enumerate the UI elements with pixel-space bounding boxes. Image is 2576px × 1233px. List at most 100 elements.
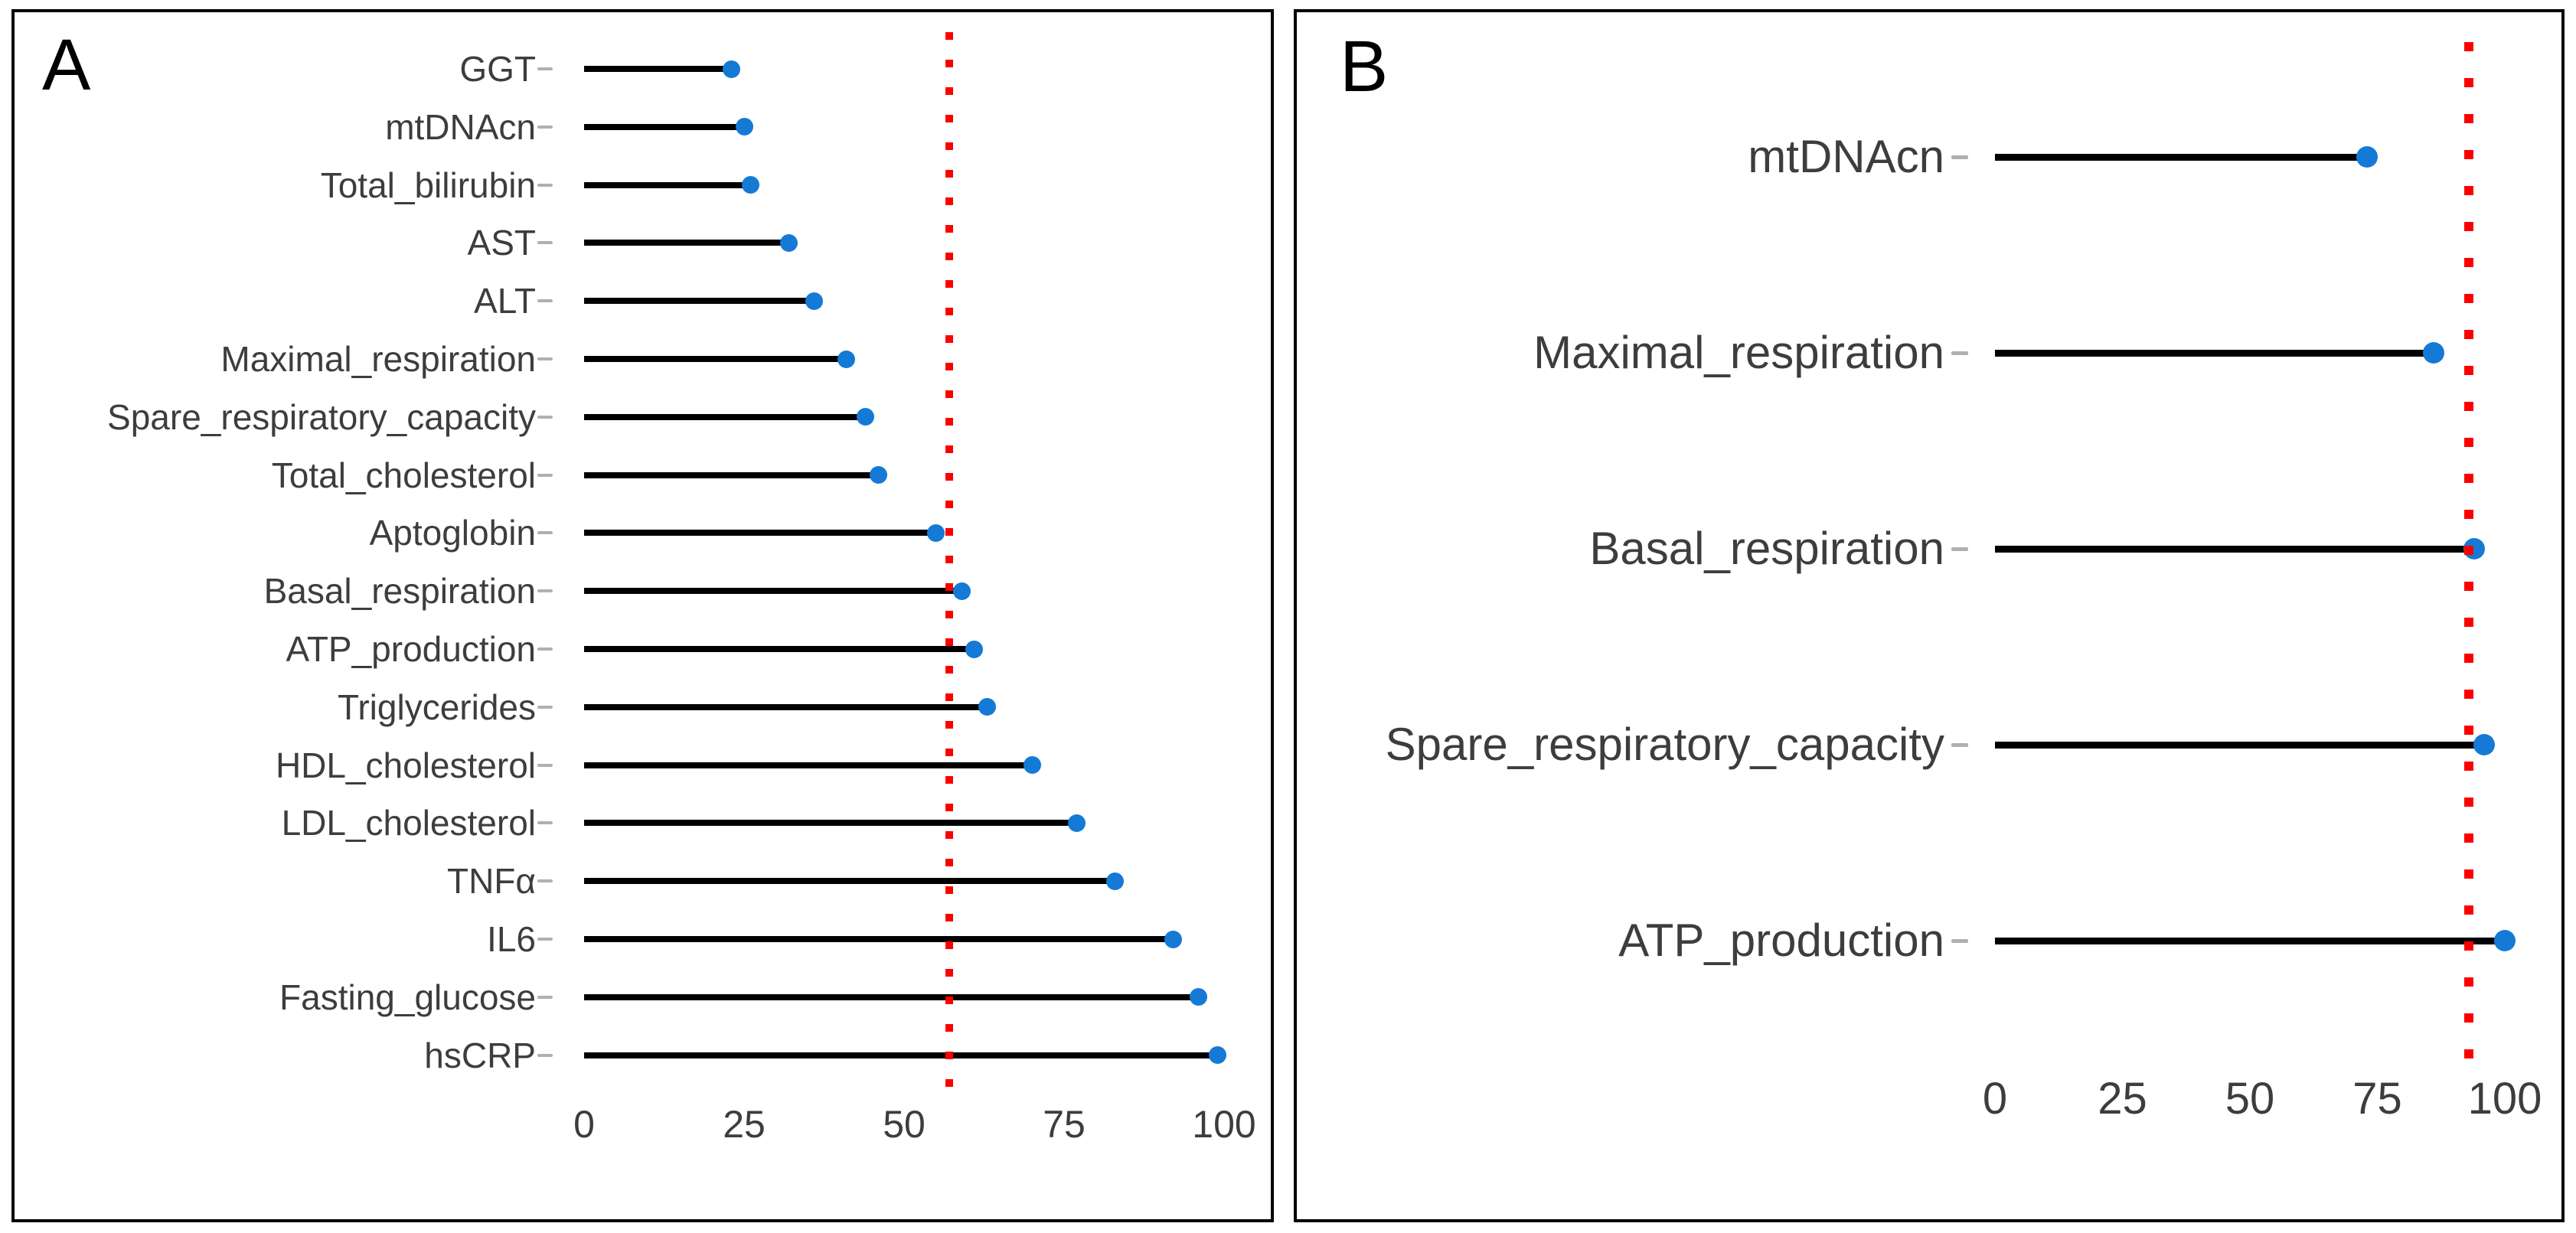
lollipop-stem (584, 993, 1199, 1000)
category-label: Aptoglobin (369, 513, 536, 553)
category-label: Fasting_glucose (279, 977, 536, 1017)
lollipop-stem (584, 646, 975, 652)
category-label: Triglycerides (337, 687, 536, 727)
y-axis-tick-mark (537, 183, 553, 187)
y-axis-tick-mark (537, 125, 553, 129)
panel-b-label: B (1340, 26, 1389, 107)
x-axis-tick-label: 0 (1982, 1074, 2008, 1124)
category-label: Total_bilirubin (320, 165, 536, 205)
lollipop-stem (584, 123, 744, 130)
category-label: ATP_production (1618, 915, 1944, 966)
lollipop-dot (741, 176, 759, 194)
lollipop-dot (722, 60, 740, 78)
y-axis-tick-mark (537, 589, 553, 593)
y-axis-tick-mark (1951, 155, 1968, 159)
lollipop-dot (1068, 814, 1086, 832)
lollipop-stem (584, 240, 789, 246)
category-label: TNFα (446, 861, 536, 902)
lollipop-stem (584, 762, 1033, 768)
x-axis-tick-label: 75 (2352, 1074, 2402, 1124)
reference-line (945, 32, 953, 1093)
lollipop-stem (584, 530, 936, 537)
lollipop-stem (584, 298, 815, 305)
lollipop-stem (584, 413, 866, 420)
category-label: Spare_respiratory_capacity (107, 396, 536, 437)
lollipop-dot (857, 408, 875, 426)
x-axis-tick-label: 50 (883, 1103, 926, 1146)
category-label: ALT (474, 281, 536, 321)
y-axis-tick-mark (537, 879, 553, 883)
x-axis-tick-label: 25 (723, 1103, 766, 1146)
category-label: mtDNAcn (385, 106, 536, 147)
y-axis-tick-mark (537, 531, 553, 535)
lollipop-dot (952, 582, 971, 600)
y-axis-tick-mark (537, 67, 553, 70)
x-axis-tick-label: 100 (1192, 1103, 1256, 1146)
category-label: AST (467, 223, 536, 263)
lollipop-stem (1995, 937, 2505, 944)
category-label: Maximal_respiration (1533, 327, 1944, 378)
lollipop-stem (584, 66, 732, 72)
lollipop-stem (1995, 349, 2434, 357)
lollipop-dot (2494, 930, 2516, 951)
y-axis-tick-mark (537, 415, 553, 419)
category-label: LDL_cholesterol (281, 803, 536, 843)
x-axis-tick-label: 0 (573, 1103, 595, 1146)
category-label: Basal_respiration (263, 571, 536, 612)
x-axis-tick-label: 25 (2098, 1074, 2147, 1124)
y-axis-tick-mark (537, 995, 553, 999)
lollipop-dot (735, 118, 753, 136)
category-label: mtDNAcn (1748, 131, 1944, 182)
panel-b-frame (1294, 9, 2565, 1222)
lollipop-dot (927, 524, 945, 542)
x-axis-tick-label: 100 (2467, 1074, 2542, 1124)
x-axis-tick-label: 75 (1043, 1103, 1086, 1146)
category-label: HDL_cholesterol (275, 745, 536, 785)
panel-a-frame (11, 9, 1274, 1222)
y-axis-tick-mark (537, 938, 553, 941)
y-axis-tick-mark (1951, 546, 1968, 551)
lollipop-dot (978, 698, 997, 716)
y-axis-tick-mark (537, 1053, 553, 1057)
y-axis-tick-mark (537, 357, 553, 360)
lollipop-stem (1995, 741, 2485, 749)
y-axis-tick-mark (1951, 351, 1968, 355)
lollipop-dot (2422, 342, 2444, 364)
y-axis-tick-mark (537, 241, 553, 245)
x-axis-tick-label: 50 (2225, 1074, 2275, 1124)
lollipop-dot (2473, 734, 2496, 755)
lollipop-stem (584, 878, 1115, 885)
lollipop-stem (584, 356, 847, 362)
lollipop-stem (584, 1052, 1218, 1058)
lollipop-dot (1209, 1046, 1227, 1065)
lollipop-stem (584, 820, 1077, 827)
y-axis-tick-mark (537, 473, 553, 477)
category-label: Maximal_respiration (220, 339, 536, 379)
lollipop-dot (1106, 872, 1125, 890)
panel-a-label: A (42, 24, 91, 106)
lollipop-dot (965, 640, 984, 658)
lollipop-stem (584, 181, 751, 188)
lollipop-dot (1164, 930, 1182, 948)
y-axis-tick-mark (537, 647, 553, 651)
y-axis-tick-mark (537, 763, 553, 767)
lollipop-stem (584, 588, 962, 595)
category-label: ATP_production (286, 629, 536, 669)
y-axis-tick-mark (537, 299, 553, 303)
lollipop-stem (584, 471, 879, 478)
lollipop-dot (780, 233, 798, 252)
y-axis-tick-mark (1951, 742, 1968, 747)
lollipop-stem (1995, 545, 2475, 553)
category-label: IL6 (487, 919, 536, 959)
lollipop-dot (1023, 756, 1041, 775)
y-axis-tick-mark (537, 821, 553, 825)
y-axis-tick-mark (1951, 938, 1968, 943)
lollipop-stem (584, 936, 1174, 942)
lollipop-dot (805, 292, 824, 310)
category-label: Total_cholesterol (271, 455, 536, 495)
category-label: Spare_respiratory_capacity (1385, 719, 1944, 770)
y-axis-tick-mark (537, 705, 553, 709)
category-label: GGT (459, 49, 536, 89)
lollipop-dot (870, 466, 888, 484)
